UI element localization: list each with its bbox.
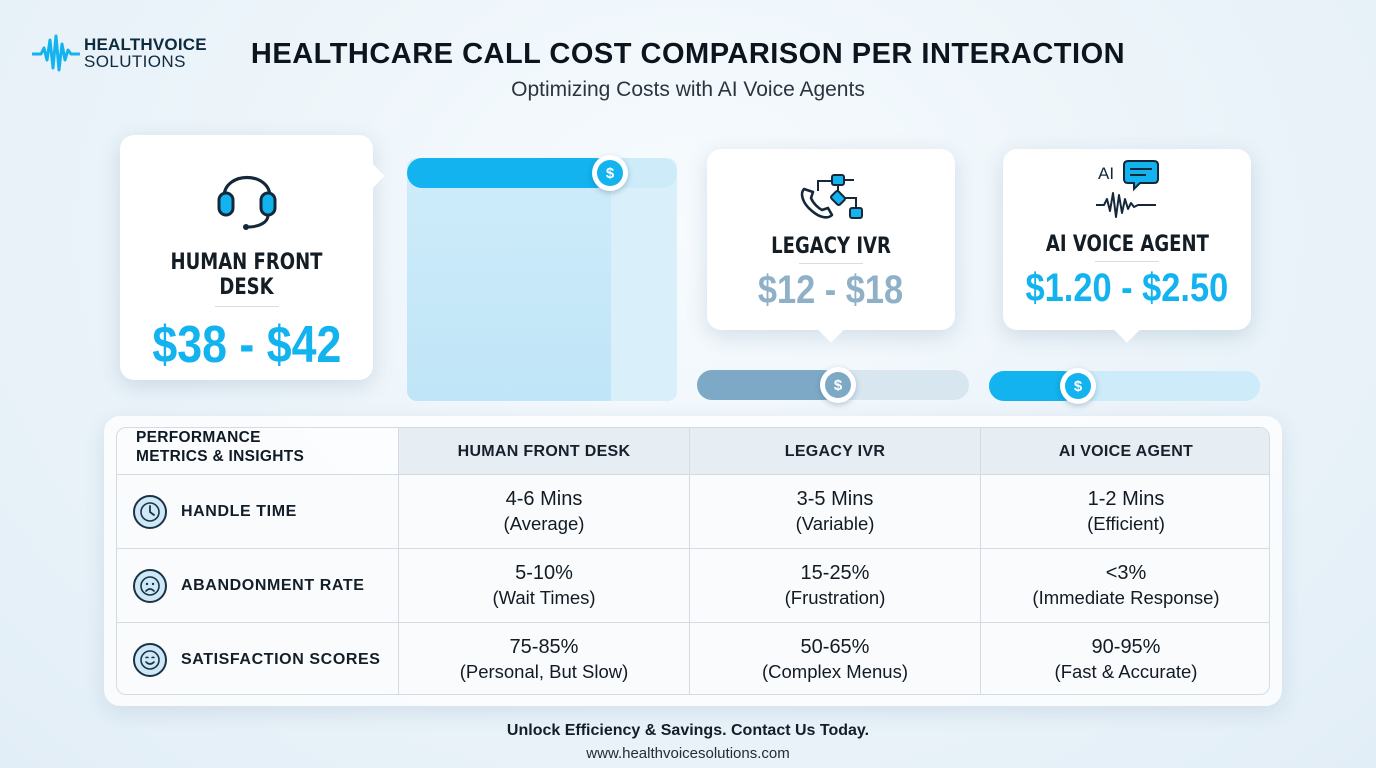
table-row: SATISFACTION SCORES 75-85% (Personal, But…: [117, 622, 1269, 694]
cell-value: 15-25%: [800, 562, 870, 584]
divider: [799, 263, 863, 264]
ai-icon-text: AI: [1098, 164, 1114, 183]
card-price: $12 - $18: [758, 268, 904, 312]
cell-value: 75-85%: [509, 636, 579, 658]
pulse-wave-icon: [32, 34, 80, 72]
table-title-line2: METRICS & INSIGHTS: [136, 448, 305, 465]
table-cell: 3-5 Mins (Variable): [689, 475, 980, 548]
cell-value: 5-10%: [515, 562, 573, 584]
table-cell: 50-65% (Complex Menus): [689, 623, 980, 694]
cell-note: (Immediate Response): [1032, 587, 1220, 608]
metric-label: HANDLE TIME: [181, 502, 297, 520]
footer-cta: Unlock Efficiency & Savings. Contact Us …: [506, 722, 870, 739]
cell-note: (Complex Menus): [762, 661, 908, 682]
dollar-symbol: $: [1065, 373, 1091, 399]
clock-icon: [133, 494, 167, 529]
divider: [1095, 261, 1159, 262]
metric-cell: ABANDONMENT RATE: [133, 549, 365, 622]
footer-url[interactable]: www.healthvoicesolutions.com: [586, 745, 790, 762]
card-notch: [818, 317, 844, 343]
table-cell: <3% (Immediate Response): [980, 549, 1269, 622]
cell-value: 50-65%: [800, 636, 870, 658]
table-row: ABANDONMENT RATE 5-10% (Wait Times) 15-25…: [117, 548, 1269, 622]
brand-name-line1: HEALTHVOICE: [84, 35, 207, 54]
metric-label: ABANDONMENT RATE: [181, 576, 365, 594]
table-cell: 1-2 Mins (Efficient): [980, 475, 1269, 548]
cell-value: 90-95%: [1091, 636, 1161, 658]
cell-note: (Fast & Accurate): [1054, 661, 1198, 682]
card-notch: [359, 163, 385, 189]
cell-value: 1-2 Mins: [1087, 488, 1165, 510]
dollar-knob-icon: $: [592, 155, 628, 191]
table-cell: 4-6 Mins (Average): [398, 475, 689, 548]
metric-label: SATISFACTION SCORES: [181, 650, 381, 668]
panel-tint: [611, 158, 677, 401]
ivr-cost-bar: $: [697, 367, 969, 403]
smile-face-icon: [133, 642, 167, 677]
card-label: LEGACY IVR: [771, 234, 891, 259]
human-cost-bar-panel: [407, 158, 677, 401]
ai-cost-bar: $: [989, 368, 1260, 404]
table-title: PERFORMANCE METRICS & INSIGHTS: [136, 428, 304, 466]
table-grid: HUMAN FRONT DESK LEGACY IVR AI VOICE AGE…: [116, 427, 1270, 695]
table-cell: 15-25% (Frustration): [689, 549, 980, 622]
card-price: $1.20 - $2.50: [1025, 266, 1229, 310]
card-human-front-desk: HUMAN FRONT DESK $38 - $42: [120, 135, 385, 380]
cell-value: <3%: [1105, 562, 1147, 584]
column-header-ai: AI VOICE AGENT: [980, 428, 1269, 475]
table-cell: 90-95% (Fast & Accurate): [980, 623, 1269, 694]
sad-face-icon: [133, 568, 167, 603]
card-notch: [1114, 317, 1140, 343]
cell-note: (Personal, But Slow): [459, 661, 629, 682]
human-cost-bar-fill: [407, 158, 610, 188]
metric-cell: SATISFACTION SCORES: [133, 623, 381, 694]
title-text: HEALTHCARE CALL COST COMPARISON PER INTE…: [250, 38, 1126, 70]
column-header-ivr: LEGACY IVR: [689, 428, 980, 475]
cell-note: (Variable): [795, 513, 875, 534]
column-header-human: HUMAN FRONT DESK: [398, 428, 689, 475]
headset-icon: [217, 175, 276, 230]
human-cost-bar: $: [407, 155, 677, 191]
dollar-symbol: $: [825, 372, 851, 398]
cell-value: 3-5 Mins: [796, 488, 874, 510]
card-ai-voice-agent: AI AI VOICE AGENT $1.20 - $2.50: [1003, 149, 1251, 343]
card-label: AI VOICE AGENT: [1045, 232, 1209, 257]
cell-value: 4-6 Mins: [505, 488, 583, 510]
page-title: HEALTHCARE CALL COST COMPARISON PER INTE…: [0, 38, 1376, 71]
cell-note: (Efficient): [1087, 513, 1165, 534]
dollar-knob-icon: $: [1060, 368, 1096, 404]
ivr-cost-bar-fill: [697, 370, 838, 400]
performance-table: HUMAN FRONT DESK LEGACY IVR AI VOICE AGE…: [104, 416, 1282, 706]
cell-note: (Average): [503, 513, 585, 534]
table-title-line1: PERFORMANCE: [136, 429, 261, 446]
dollar-symbol: $: [597, 160, 623, 186]
dollar-knob-icon: $: [820, 367, 856, 403]
brand-logo: HEALTHVOICE SOLUTIONS: [32, 30, 207, 76]
phone-flowchart-icon: [800, 174, 863, 219]
ai-chat-waveform-icon: AI: [1096, 160, 1159, 218]
card-label: HUMAN FRONT DESK: [170, 250, 323, 300]
cell-note: (Frustration): [784, 587, 886, 608]
metric-cell: HANDLE TIME: [133, 475, 297, 548]
table-row: HANDLE TIME 4-6 Mins (Average) 3-5 Mins (V…: [117, 474, 1269, 548]
brand-name-line2: SOLUTIONS: [84, 52, 186, 71]
cell-note: (Wait Times): [492, 587, 596, 608]
table-cell: 75-85% (Personal, But Slow): [398, 623, 689, 694]
card-legacy-ivr: LEGACY IVR $12 - $18: [707, 149, 955, 343]
divider: [214, 306, 279, 307]
table-cell: 5-10% (Wait Times): [398, 549, 689, 622]
page-subtitle: Optimizing Costs with AI Voice Agents: [511, 78, 865, 101]
card-price: $38 - $42: [152, 316, 341, 374]
